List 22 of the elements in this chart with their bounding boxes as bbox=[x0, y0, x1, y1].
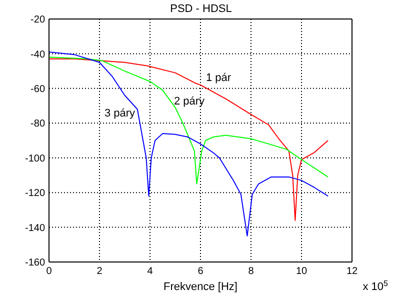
x-tick-label: 12 bbox=[346, 266, 358, 278]
y-tick-label: -40 bbox=[30, 49, 46, 60]
series-label: 3 páry bbox=[104, 107, 136, 120]
x-tick-label: 2 bbox=[96, 266, 103, 278]
y-tick-label: -100 bbox=[24, 153, 46, 164]
y-tick-label: -120 bbox=[24, 188, 46, 200]
x-tick-label: 10 bbox=[296, 266, 308, 278]
x-tick-label: 6 bbox=[198, 266, 204, 278]
chart-title: PSD - HDSL bbox=[170, 3, 232, 15]
x-axis-title: Frekvence [Hz] bbox=[164, 281, 238, 293]
x-tick-label: 4 bbox=[147, 266, 154, 278]
y-tick-label: -160 bbox=[24, 258, 46, 269]
series-label: 2 páry bbox=[174, 95, 206, 108]
y-tick-label: -20 bbox=[30, 14, 46, 26]
y-tick-label: -60 bbox=[30, 84, 46, 95]
y-tick-label: -140 bbox=[24, 222, 46, 234]
series-label: 1 pár bbox=[206, 72, 232, 84]
text: x 10$^{5}$ bbox=[362, 278, 389, 293]
line-series bbox=[49, 56, 329, 184]
x-tick-label: 0 bbox=[46, 266, 52, 278]
y-tick-label: -80 bbox=[30, 118, 46, 130]
x-tick-label: 8 bbox=[248, 266, 254, 278]
